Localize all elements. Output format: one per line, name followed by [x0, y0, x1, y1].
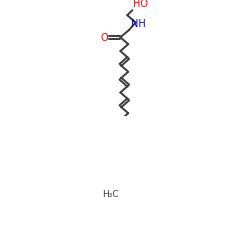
- Text: O: O: [100, 33, 108, 43]
- Text: HO: HO: [133, 0, 148, 9]
- Text: H₃C: H₃C: [102, 190, 119, 199]
- Text: NH: NH: [130, 19, 145, 29]
